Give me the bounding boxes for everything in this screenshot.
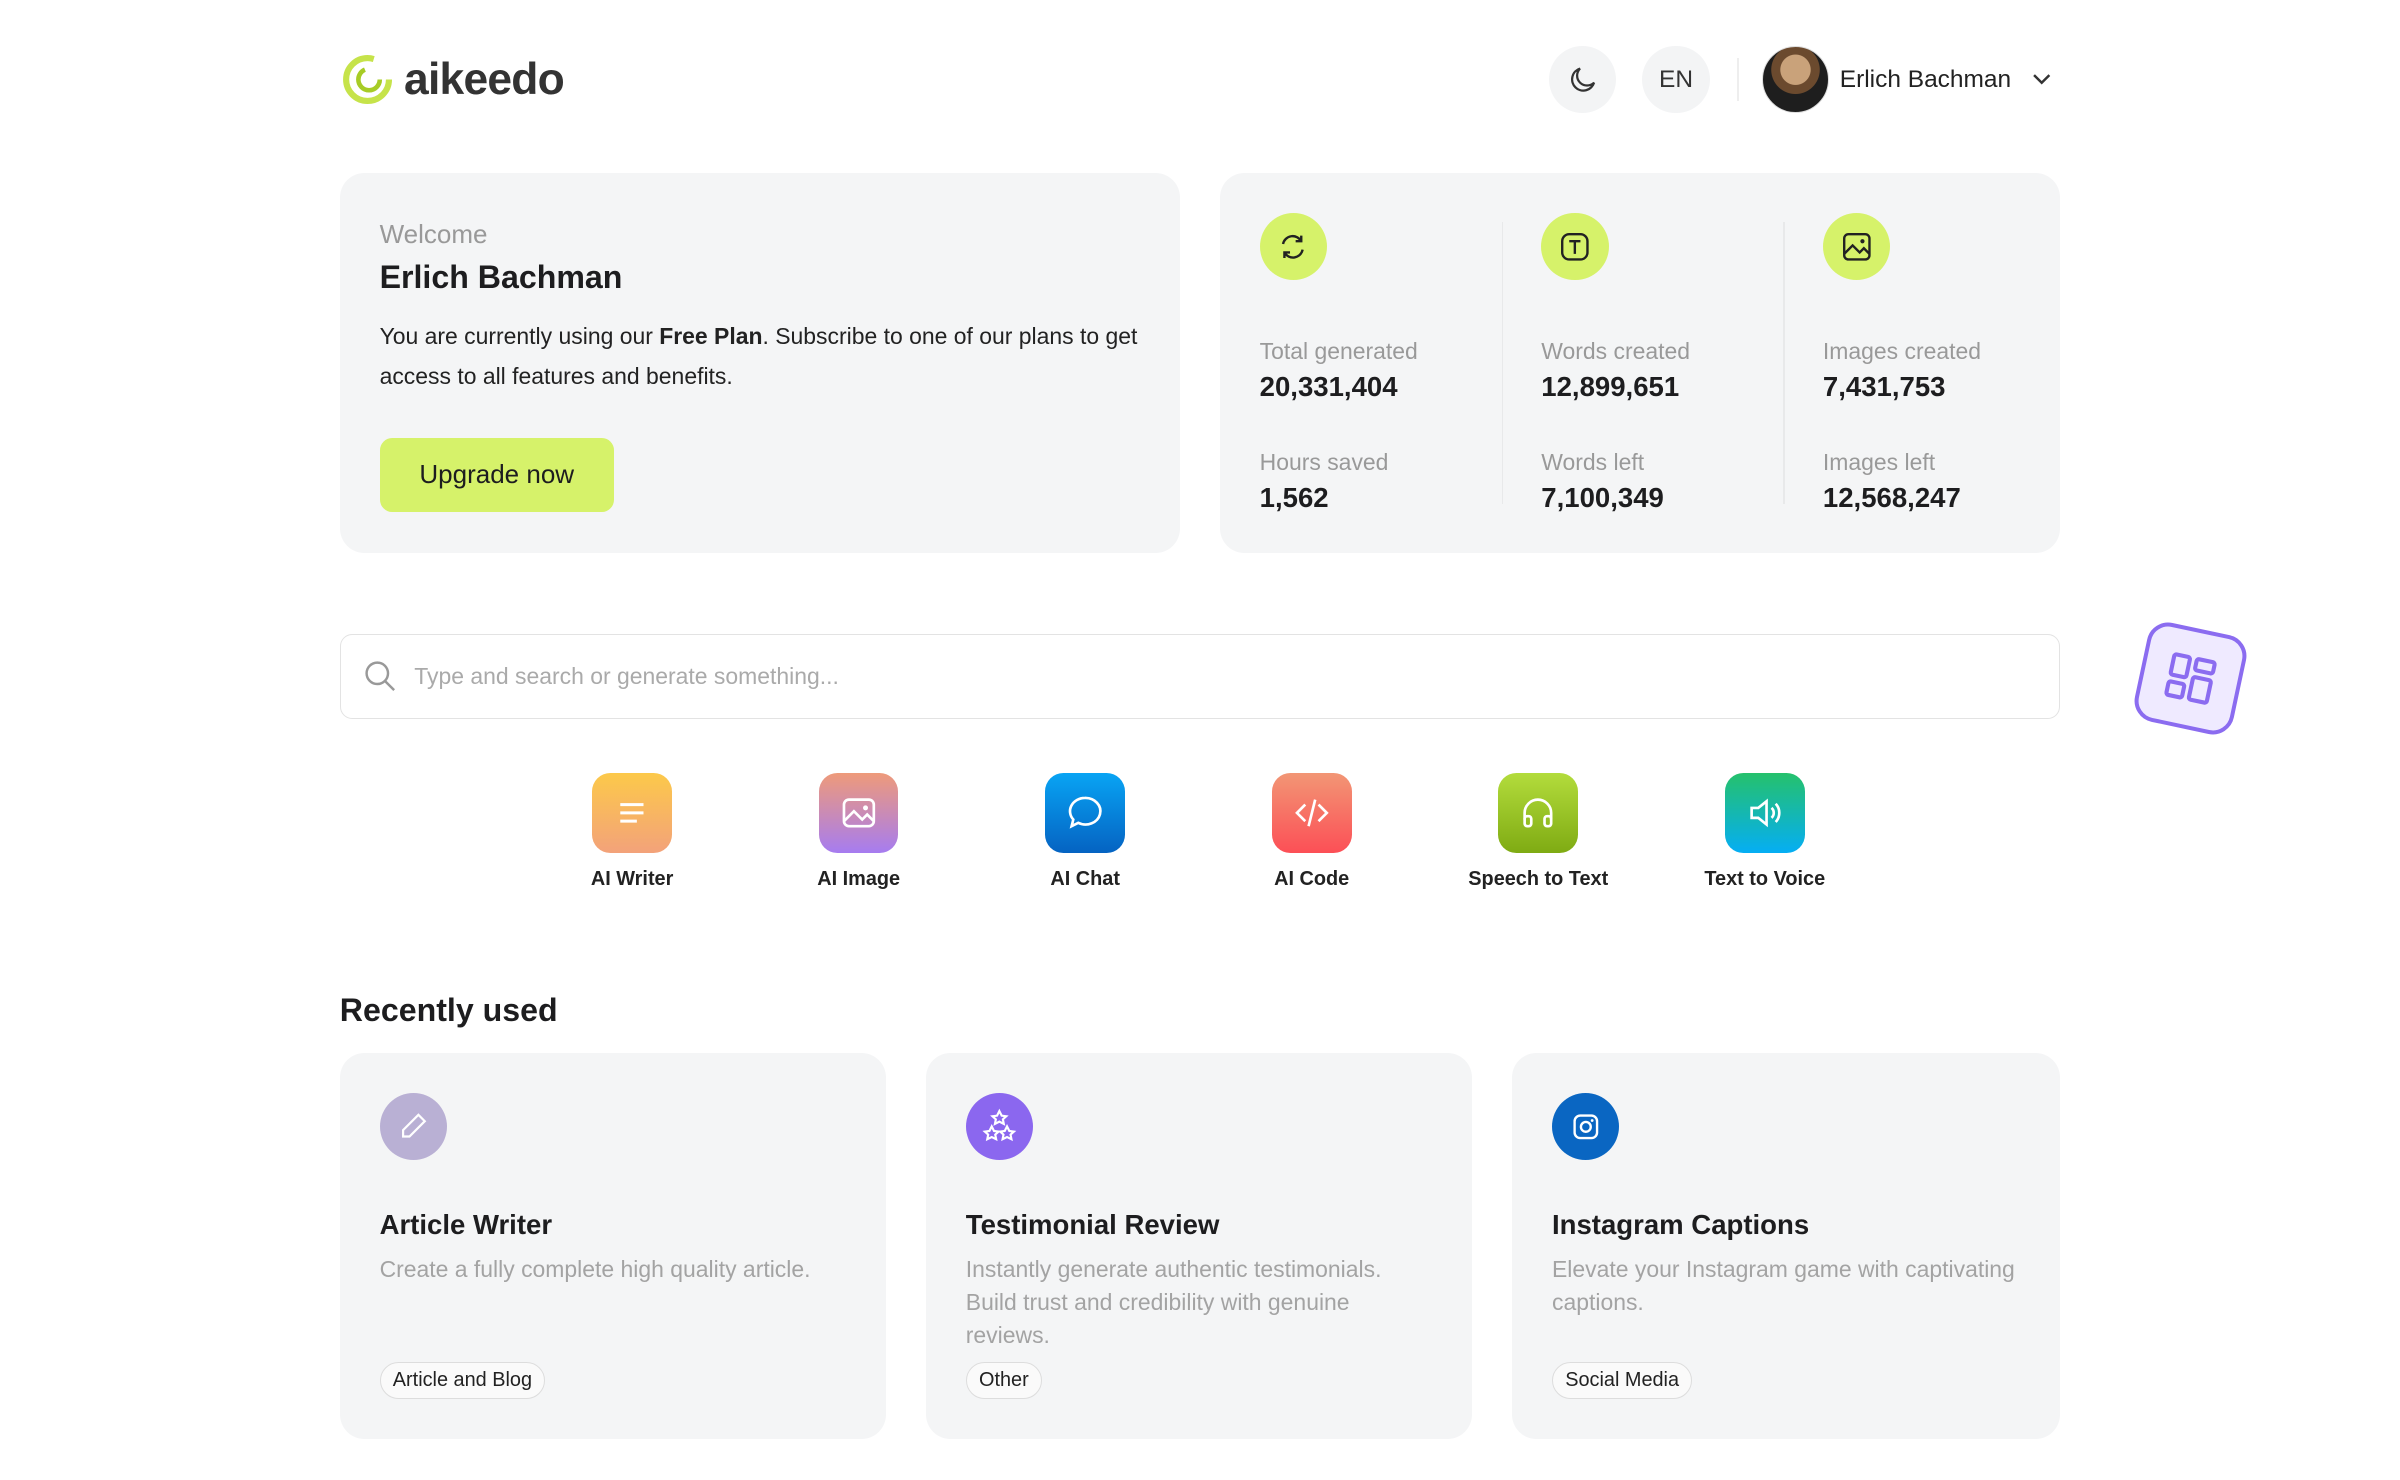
tool-ai-code[interactable]: AI Code xyxy=(1220,772,1404,891)
welcome-card: Welcome Erlich Bachman You are currently… xyxy=(339,172,1181,553)
tool-speech-to-text[interactable]: Speech to Text xyxy=(1446,772,1630,891)
speaker-icon xyxy=(1724,772,1805,853)
stat-value: 12,899,651 xyxy=(1541,371,1680,403)
logo-icon xyxy=(342,55,392,105)
tool-text-to-voice[interactable]: Text to Voice xyxy=(1673,772,1857,891)
stat-value: 12,568,247 xyxy=(1822,482,1961,514)
search-icon xyxy=(365,661,396,692)
avatar[interactable] xyxy=(1761,45,1830,114)
language-button[interactable]: EN xyxy=(1642,45,1710,114)
header-divider xyxy=(1737,58,1739,101)
pencil-icon xyxy=(379,1092,447,1161)
stats-card: Total generated 20,331,404 Hours saved 1… xyxy=(1219,172,2061,553)
welcome-label: Welcome xyxy=(379,218,488,249)
tool-label: AI Writer xyxy=(590,867,674,890)
category-tag: Article and Blog xyxy=(379,1361,546,1399)
stars-icon xyxy=(965,1092,1034,1161)
upgrade-button[interactable]: Upgrade now xyxy=(379,438,614,512)
card-title: Testimonial Review xyxy=(965,1209,1220,1241)
tool-label: Speech to Text xyxy=(1468,867,1609,890)
search-input[interactable] xyxy=(414,663,2060,690)
stat-column-total: Total generated 20,331,404 Hours saved 1… xyxy=(1259,212,1505,515)
category-tag: Social Media xyxy=(1552,1361,1693,1399)
chat-bubble-icon xyxy=(1045,772,1125,853)
stat-label: Words created xyxy=(1541,338,1691,365)
moon-icon xyxy=(1570,67,1595,92)
stat-value: 1,562 xyxy=(1259,482,1329,514)
apps-grid-button[interactable] xyxy=(2130,618,2251,738)
image-icon xyxy=(818,772,899,853)
code-icon xyxy=(1271,772,1352,853)
stat-label: Images left xyxy=(1822,449,1936,476)
recent-card-testimonial-review[interactable]: Testimonial Review Instantly generate au… xyxy=(926,1053,1473,1439)
card-title: Article Writer xyxy=(379,1209,553,1241)
instagram-icon xyxy=(1552,1092,1620,1161)
plan-text-start: You are currently using our xyxy=(379,323,660,350)
plan-text: You are currently using our Free Plan. S… xyxy=(380,317,1141,397)
tool-label: Text to Voice xyxy=(1704,867,1826,890)
logo[interactable]: aikeedo xyxy=(340,52,565,107)
logo-text: aikeedo xyxy=(404,54,565,104)
card-description: Instantly generate authentic testimonial… xyxy=(965,1256,1382,1349)
stat-value: 20,331,404 xyxy=(1259,371,1398,403)
tool-label: AI Image xyxy=(817,867,901,890)
stat-column-images: Images created 7,431,753 Images left 12,… xyxy=(1822,212,2068,515)
stat-value: 7,431,753 xyxy=(1822,371,1946,403)
text-icon xyxy=(1541,212,1609,281)
plan-name: Free Plan xyxy=(659,323,763,350)
search-bar[interactable] xyxy=(339,633,2061,720)
stat-label: Hours saved xyxy=(1259,449,1389,476)
tool-label: AI Chat xyxy=(1050,867,1120,890)
tool-ai-writer[interactable]: AI Writer xyxy=(540,772,724,891)
tool-ai-chat[interactable]: AI Chat xyxy=(993,772,1177,891)
stats-divider xyxy=(1783,221,1785,504)
stat-label: Total generated xyxy=(1259,338,1418,365)
card-title: Instagram Captions xyxy=(1552,1209,1810,1241)
stats-divider xyxy=(1501,221,1504,504)
card-description: Elevate your Instagram game with captiva… xyxy=(1552,1256,2015,1316)
stat-label: Words left xyxy=(1541,449,1645,476)
theme-toggle-button[interactable] xyxy=(1548,45,1617,114)
category-tag: Other xyxy=(965,1361,1042,1399)
lines-icon xyxy=(592,772,672,853)
plan-text-end: . Subscribe to one of our plans to get a… xyxy=(379,323,1138,390)
recently-used-heading: Recently used xyxy=(339,991,558,1028)
refresh-icon xyxy=(1259,212,1327,281)
stat-column-words: Words created 12,899,651 Words left 7,10… xyxy=(1541,212,1786,515)
grid-icon xyxy=(2164,651,2217,705)
chevron-down-icon[interactable] xyxy=(2031,69,2052,90)
stat-value: 7,100,349 xyxy=(1541,482,1664,514)
stat-label: Images created xyxy=(1822,338,1982,365)
user-name[interactable]: Erlich Bachman xyxy=(1839,65,2012,93)
recent-card-instagram-captions[interactable]: Instagram Captions Elevate your Instagra… xyxy=(1512,1053,2061,1439)
headphones-icon xyxy=(1498,772,1579,853)
image-icon xyxy=(1822,212,1891,281)
tool-ai-image[interactable]: AI Image xyxy=(767,772,951,891)
tool-label: AI Code xyxy=(1274,867,1350,890)
welcome-name: Erlich Bachman xyxy=(379,259,623,296)
card-description: Create a fully complete high quality art… xyxy=(379,1256,811,1283)
recent-card-article-writer[interactable]: Article Writer Create a fully complete h… xyxy=(339,1053,887,1439)
